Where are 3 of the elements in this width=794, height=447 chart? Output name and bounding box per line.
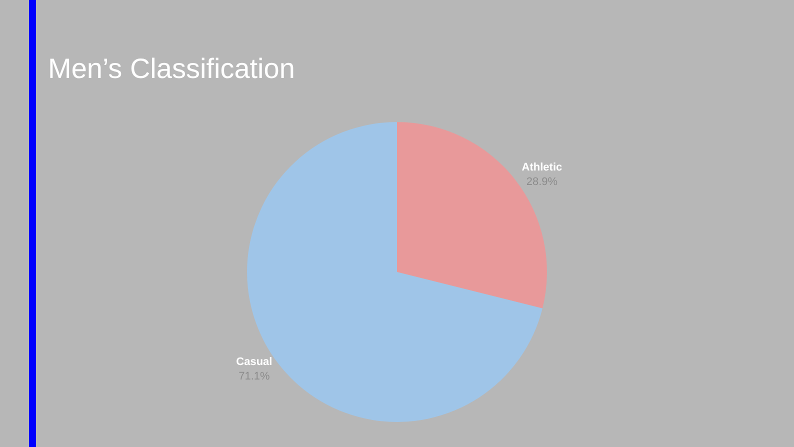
slice-label: Athletic xyxy=(522,162,562,174)
chart-title: Men’s Classification xyxy=(48,52,295,84)
slice-label: Casual xyxy=(236,356,272,368)
